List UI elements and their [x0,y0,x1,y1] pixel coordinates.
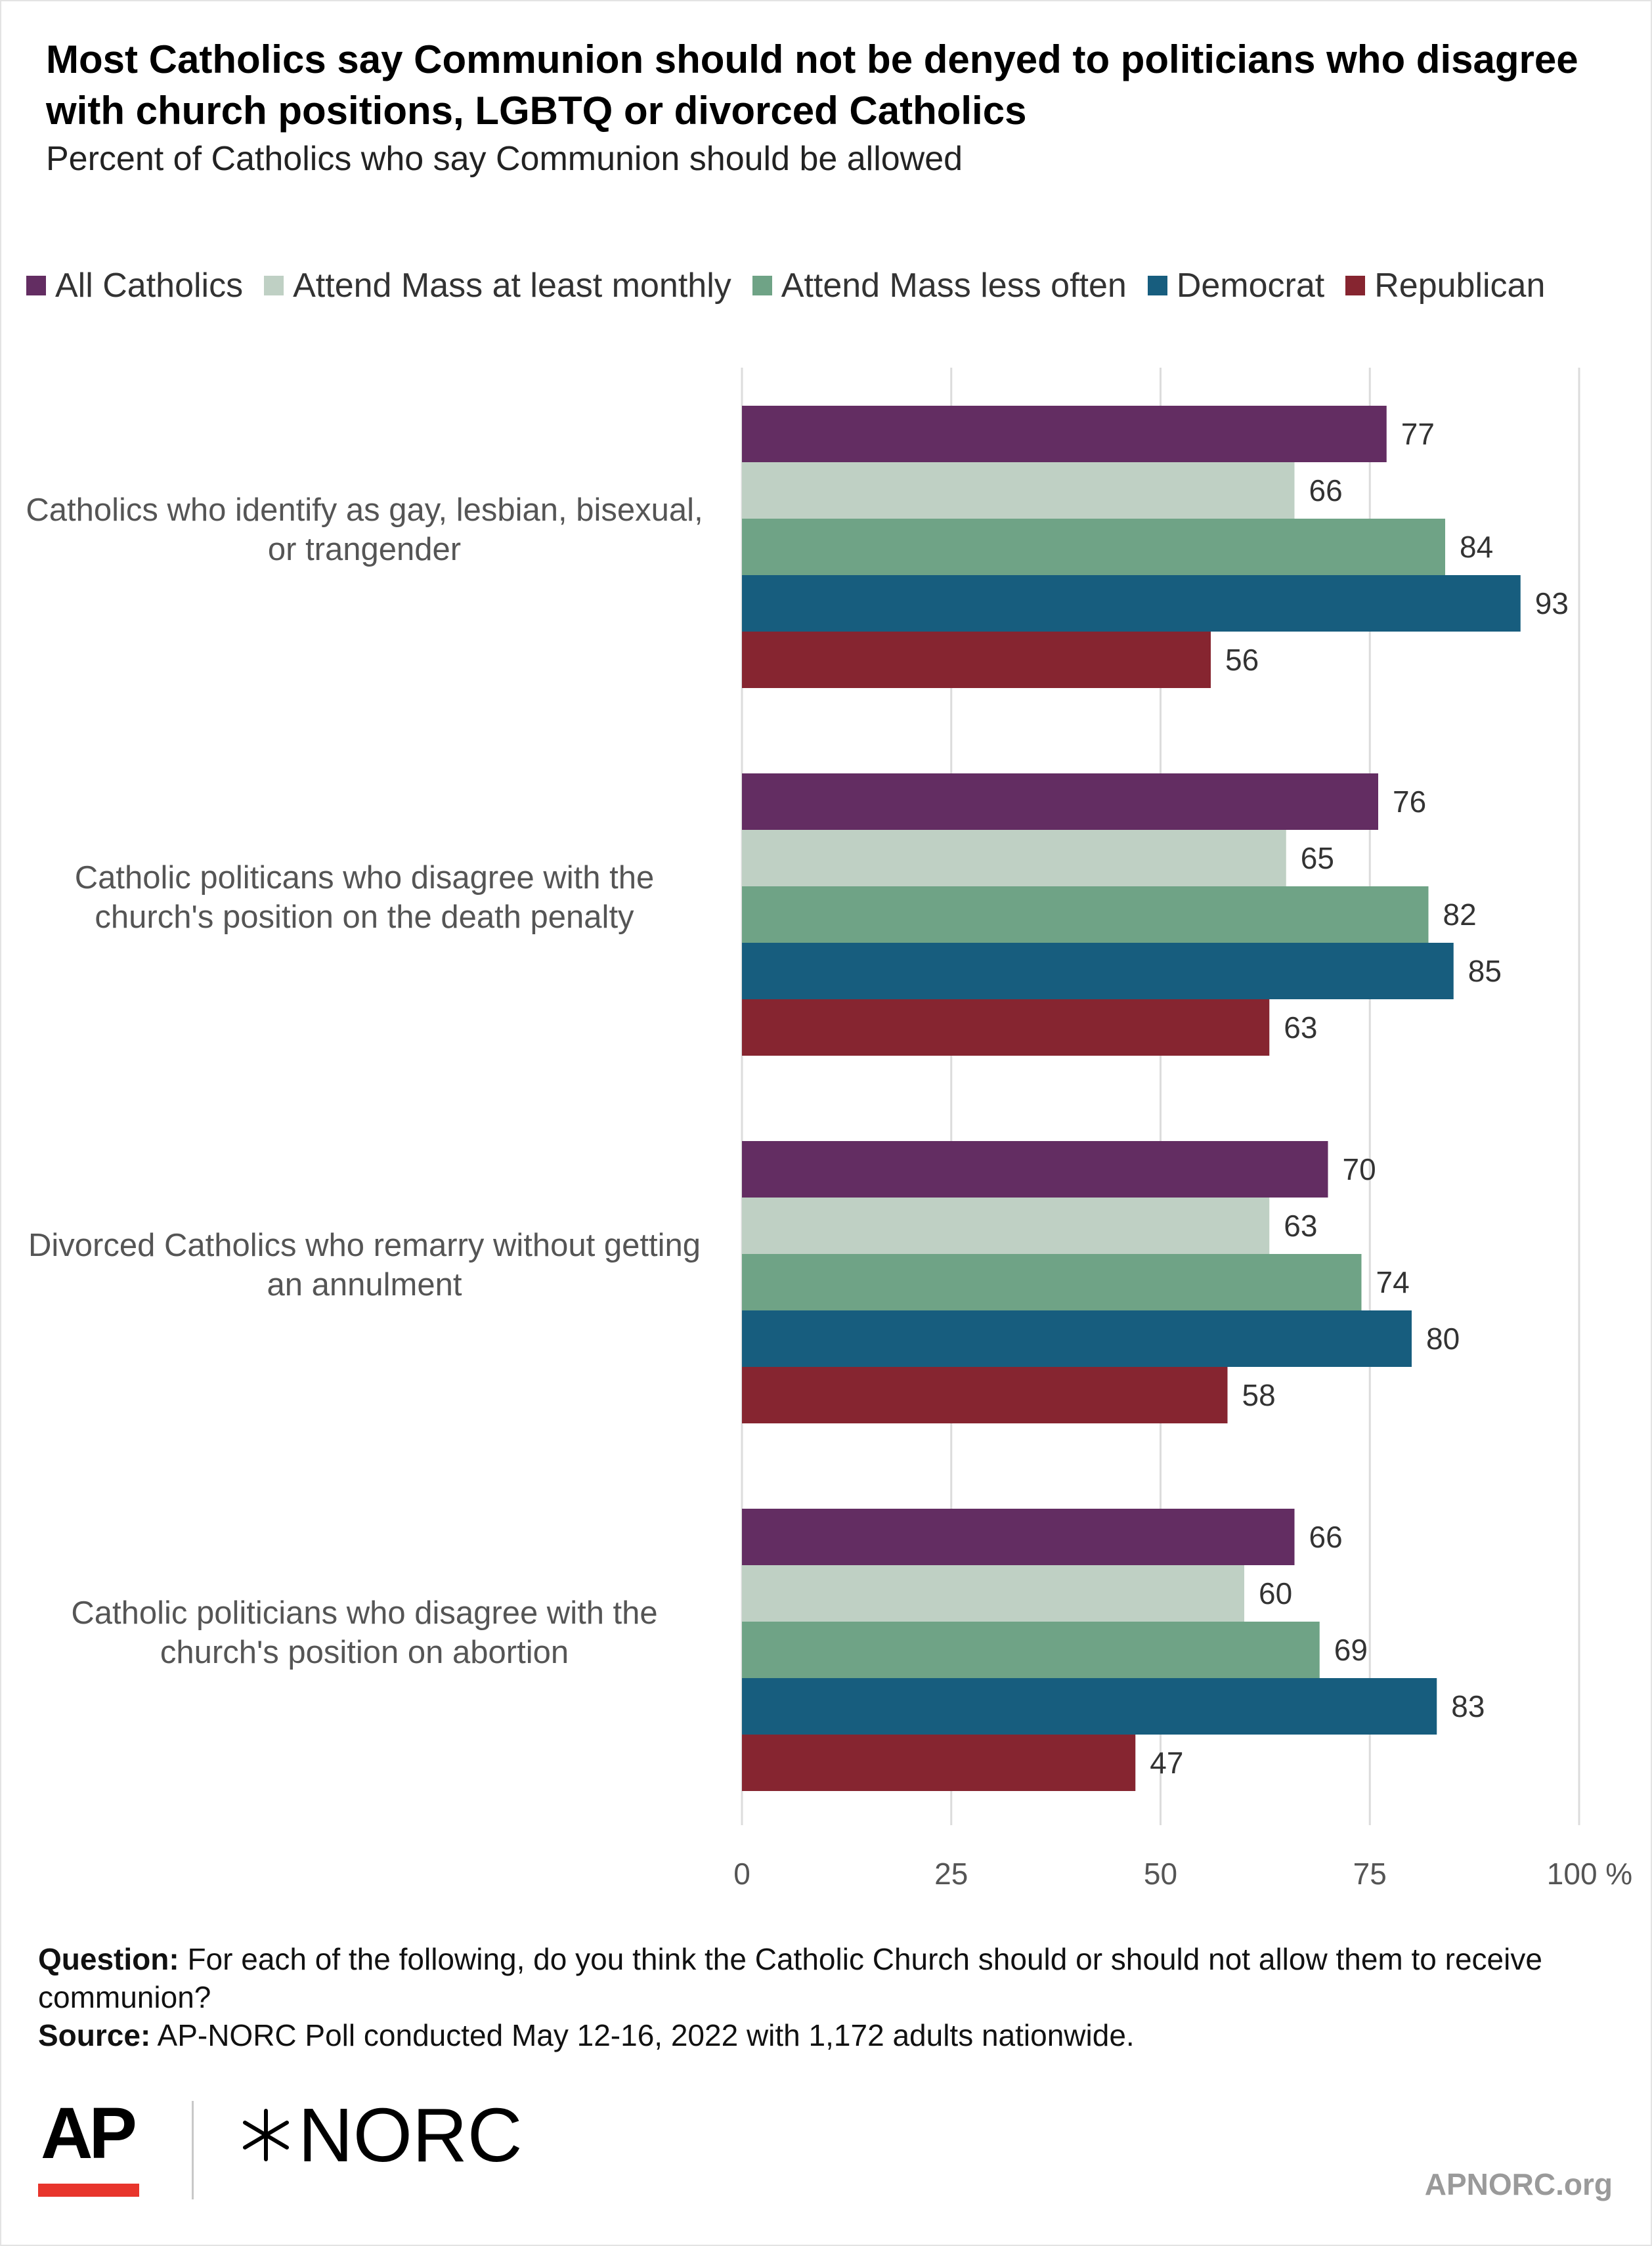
bar-chart: 0 25 50 75 100 % Catholics who identify as ga… [26,368,1632,1891]
bar [742,1509,1295,1565]
norc-logo: NORC [236,2096,523,2174]
data-label: 63 [1284,1209,1317,1243]
bar [742,1198,1270,1254]
bar [742,406,1387,462]
bar [742,1367,1228,1423]
legend-item-democrat: Democrat [1147,266,1325,305]
legend-label: Attend Mass less often [781,267,1127,305]
data-label: 93 [1535,586,1569,620]
data-label: 80 [1426,1322,1460,1356]
site-url: APNORC.org [1424,2167,1613,2201]
x-tick-label: 25 [934,1857,968,1891]
ap-logo: AP [41,2093,137,2174]
legend-swatch [264,276,284,295]
data-label: 60 [1259,1576,1292,1610]
data-label: 69 [1334,1633,1368,1667]
question-text: For each of the following, do you think … [38,1942,1542,2014]
bar [742,1310,1412,1367]
legend-label: Democrat [1176,267,1325,305]
bar [742,1678,1437,1735]
source-text: AP-NORC Poll conducted May 12-16, 2022 w… [157,2018,1135,2052]
data-label: 63 [1284,1010,1317,1045]
source-label: Source: [38,2018,151,2052]
legend-swatch [26,276,46,295]
category-label: Catholics who identify as gay, lesbian, … [26,492,703,528]
data-label: 85 [1468,954,1502,988]
norc-logo-text: NORC [298,2092,523,2178]
bar [742,1735,1136,1791]
category-label: church's position on the death penalty [95,899,634,935]
category-label: church's position on abortion [160,1635,569,1670]
question-note: Question: For each of the following, do … [38,1940,1614,2016]
data-label: 76 [1393,785,1426,819]
bar [742,1622,1320,1678]
norc-star-icon [243,2109,289,2161]
bar [742,830,1286,886]
category-label: Catholic politicians who disagree with t… [71,1595,657,1631]
bar [742,773,1378,830]
category-label: Catholic politicans who disagree with th… [75,860,654,896]
category-label: an annulment [267,1267,462,1303]
legend-label: Attend Mass at least monthly [293,267,731,305]
legend-swatch [752,276,772,295]
question-label: Question: [38,1942,179,1976]
chart-title: Most Catholics say Communion should not … [46,37,1578,133]
data-label: 82 [1443,897,1477,932]
chart-footer: Question: For each of the following, do … [38,1940,1614,2054]
data-label: 83 [1451,1689,1485,1723]
bar [742,462,1295,519]
data-label: 74 [1376,1265,1410,1299]
bar [742,1254,1362,1310]
bar [742,575,1521,632]
source-note: Source: AP-NORC Poll conducted May 12-16… [38,2016,1614,2054]
legend-label: Republican [1374,267,1546,305]
x-tick-label: 100 % [1547,1857,1632,1891]
data-label: 84 [1460,530,1493,564]
data-label: 66 [1309,473,1343,508]
x-tick-label: 50 [1144,1857,1177,1891]
bar [742,943,1454,999]
x-tick-label: 0 [733,1857,750,1891]
bar [742,999,1270,1056]
legend-item-all-catholics: All Catholics [26,266,243,305]
legend-item-attend-less-often: Attend Mass less often [752,266,1127,305]
legend-label: All Catholics [55,267,244,305]
data-label: 70 [1343,1152,1376,1186]
data-label: 58 [1242,1378,1276,1412]
legend-item-attend-monthly: Attend Mass at least monthly [264,266,731,305]
data-label: 77 [1401,417,1435,451]
data-label: 66 [1309,1520,1343,1554]
data-label: 65 [1301,841,1334,875]
bar [742,1141,1328,1198]
bar [742,519,1445,575]
category-label: Divorced Catholics who remarry without g… [28,1228,701,1263]
bar [742,1565,1244,1622]
category-label: or trangender [268,532,461,567]
legend-swatch [1147,276,1167,295]
bar [742,632,1211,688]
chart-subtitle: Percent of Catholics who say Communion s… [46,140,963,178]
legend-item-republican: Republican [1345,266,1545,305]
data-label: 47 [1150,1746,1183,1780]
ap-logo-bar [38,2184,139,2197]
logo-divider [192,2101,194,2199]
data-label: 56 [1225,643,1259,677]
bar [742,886,1429,943]
x-tick-label: 75 [1353,1857,1387,1891]
legend: All Catholics Attend Mass at least month… [26,263,1566,309]
legend-swatch [1345,276,1366,295]
